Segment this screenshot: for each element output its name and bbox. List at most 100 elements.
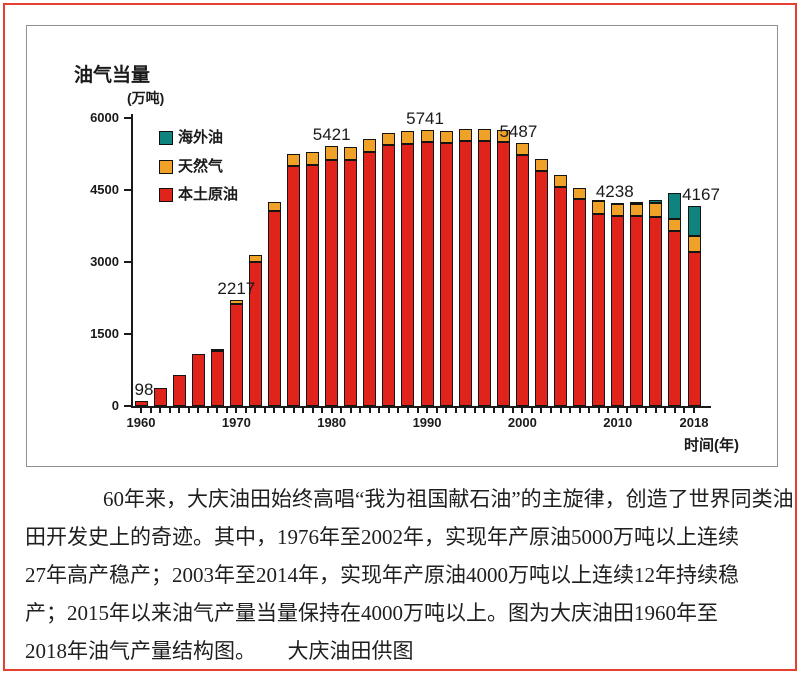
bar-segment-本土原油 bbox=[248, 262, 262, 406]
x-axis-tick bbox=[368, 408, 371, 413]
x-axis-tick bbox=[559, 408, 562, 413]
bar-segment-海外油 bbox=[649, 200, 663, 204]
bar-segment-天然气 bbox=[458, 128, 472, 141]
x-axis-tick bbox=[616, 408, 619, 413]
bar-segment-天然气 bbox=[611, 204, 625, 216]
x-axis-tick bbox=[302, 408, 305, 413]
x-axis-tick bbox=[140, 408, 142, 413]
x-axis-tick bbox=[225, 408, 228, 413]
bar-segment-天然气 bbox=[210, 348, 224, 351]
x-axis-tick bbox=[426, 408, 429, 413]
x-axis-tick bbox=[406, 408, 409, 413]
bar-value-label: 2217 bbox=[217, 278, 256, 298]
bar-segment-本土原油 bbox=[458, 140, 472, 406]
bar-segment-本土原油 bbox=[363, 151, 377, 406]
x-axis-tick-label: 1970 bbox=[221, 415, 251, 430]
x-axis-tick bbox=[387, 408, 390, 413]
legend-label: 天然气 bbox=[178, 157, 224, 175]
x-axis-tick bbox=[511, 408, 514, 413]
x-axis-tick bbox=[435, 408, 438, 413]
x-axis-tick bbox=[149, 408, 152, 413]
bar-segment-本土原油 bbox=[554, 187, 568, 406]
legend-swatch-icon bbox=[159, 159, 173, 174]
y-axis-tick bbox=[124, 189, 131, 191]
x-axis-tick bbox=[292, 408, 295, 413]
x-axis-tick bbox=[626, 408, 629, 413]
x-axis-tick bbox=[340, 408, 343, 413]
legend-swatch-icon bbox=[159, 131, 173, 145]
bar-segment-天然气 bbox=[534, 158, 548, 171]
x-axis-tick bbox=[254, 408, 257, 413]
bar-segment-本土原油 bbox=[592, 214, 606, 406]
x-axis-tick bbox=[540, 408, 543, 413]
bar-segment-天然气 bbox=[496, 129, 510, 142]
y-axis-tick bbox=[124, 405, 131, 407]
x-axis-tick bbox=[645, 408, 648, 413]
x-axis-tick bbox=[635, 408, 638, 413]
x-axis-tick bbox=[588, 408, 591, 413]
y-axis-line bbox=[131, 114, 133, 408]
x-axis-tick-label: 1990 bbox=[412, 415, 442, 430]
x-axis-tick bbox=[483, 408, 486, 413]
x-axis-tick bbox=[359, 408, 362, 413]
bar-segment-天然气 bbox=[573, 187, 587, 199]
bar-segment-本土原油 bbox=[267, 211, 281, 406]
y-axis-tick-label: 3000 bbox=[90, 254, 119, 269]
y-axis-tick bbox=[124, 261, 131, 263]
legend-label: 本土原油 bbox=[178, 186, 239, 203]
bar-segment-本土原油 bbox=[630, 215, 644, 406]
legend-item: 天然气 bbox=[159, 157, 224, 175]
legend-swatch-icon bbox=[159, 188, 173, 202]
x-axis-tick bbox=[530, 408, 533, 413]
x-axis-tick-label: 1960 bbox=[126, 415, 156, 430]
y-axis-tick-label: 4500 bbox=[90, 182, 119, 197]
x-axis-tick bbox=[244, 408, 247, 413]
bar-segment-天然气 bbox=[401, 131, 415, 144]
x-axis-tick bbox=[550, 408, 552, 413]
x-axis-tick bbox=[473, 408, 476, 413]
bar-value-label: 5741 bbox=[406, 109, 444, 129]
legend-label: 海外油 bbox=[178, 129, 224, 146]
bar-segment-天然气 bbox=[649, 203, 663, 218]
y-axis-tick-label: 1500 bbox=[90, 326, 119, 341]
x-axis-tick-label: 2010 bbox=[603, 415, 633, 430]
bar-segment-本土原油 bbox=[153, 387, 167, 406]
x-axis-tick bbox=[378, 408, 381, 413]
bar-segment-本土原油 bbox=[191, 354, 205, 406]
x-axis-tick bbox=[454, 408, 457, 413]
bar-segment-本土原油 bbox=[496, 141, 510, 406]
y-axis-tick-label: 6000 bbox=[90, 110, 119, 125]
bar-segment-本土原油 bbox=[439, 142, 453, 406]
bar-segment-天然气 bbox=[554, 175, 568, 188]
bar-value-label: 4238 bbox=[595, 181, 634, 201]
bar-segment-本土原油 bbox=[344, 159, 358, 406]
bar-segment-本土原油 bbox=[172, 374, 186, 406]
x-axis-tick bbox=[159, 408, 162, 413]
bar-segment-本土原油 bbox=[477, 140, 491, 406]
x-axis-tick bbox=[654, 408, 657, 413]
bar-value-label: 98 bbox=[134, 380, 154, 400]
bar-segment-本土原油 bbox=[420, 142, 434, 406]
x-axis-tick bbox=[673, 408, 676, 413]
bar-segment-本土原油 bbox=[325, 159, 339, 406]
bar-segment-本土原油 bbox=[668, 231, 682, 406]
x-axis-tick bbox=[311, 408, 314, 413]
caption-line: 2018年油气产量结构图。 大庆油田供图 bbox=[25, 639, 414, 663]
x-axis-tick bbox=[578, 408, 581, 413]
chart-unit-label: (万吨) bbox=[127, 90, 165, 106]
bar-segment-本土原油 bbox=[210, 350, 224, 406]
x-axis-tick bbox=[273, 408, 276, 413]
x-axis-tick bbox=[607, 408, 610, 413]
chart-panel: 油气当量 (万吨) 时间(年) 海外油 天然气 本土原油 0 1500 3000 4500 6… bbox=[26, 25, 778, 467]
bar-segment-天然气 bbox=[439, 130, 453, 143]
x-axis-tick bbox=[187, 408, 190, 413]
bar-segment-天然气 bbox=[592, 201, 606, 214]
bar-segment-海外油 bbox=[668, 192, 682, 219]
x-axis-line bbox=[131, 406, 711, 408]
x-axis-tick-label: 2000 bbox=[507, 415, 537, 430]
bar-segment-本土原油 bbox=[229, 304, 243, 406]
x-axis-tick bbox=[664, 408, 667, 413]
x-axis-tick bbox=[216, 408, 219, 413]
x-axis-tick bbox=[206, 408, 209, 413]
bar-segment-海外油 bbox=[687, 205, 701, 236]
